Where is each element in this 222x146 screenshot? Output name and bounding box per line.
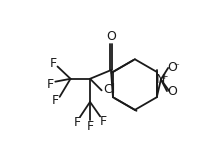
Text: F: F	[52, 94, 59, 107]
Text: F: F	[47, 78, 54, 91]
Text: F: F	[50, 57, 57, 70]
Text: F: F	[86, 120, 94, 133]
Text: O: O	[167, 61, 177, 74]
Text: F: F	[73, 116, 81, 129]
Text: O: O	[167, 85, 177, 98]
Text: ⁻: ⁻	[173, 62, 179, 72]
Text: Cl: Cl	[103, 83, 115, 96]
Text: +: +	[160, 72, 168, 81]
Text: F: F	[100, 115, 107, 128]
Text: N: N	[156, 73, 166, 86]
Text: O: O	[106, 30, 116, 43]
